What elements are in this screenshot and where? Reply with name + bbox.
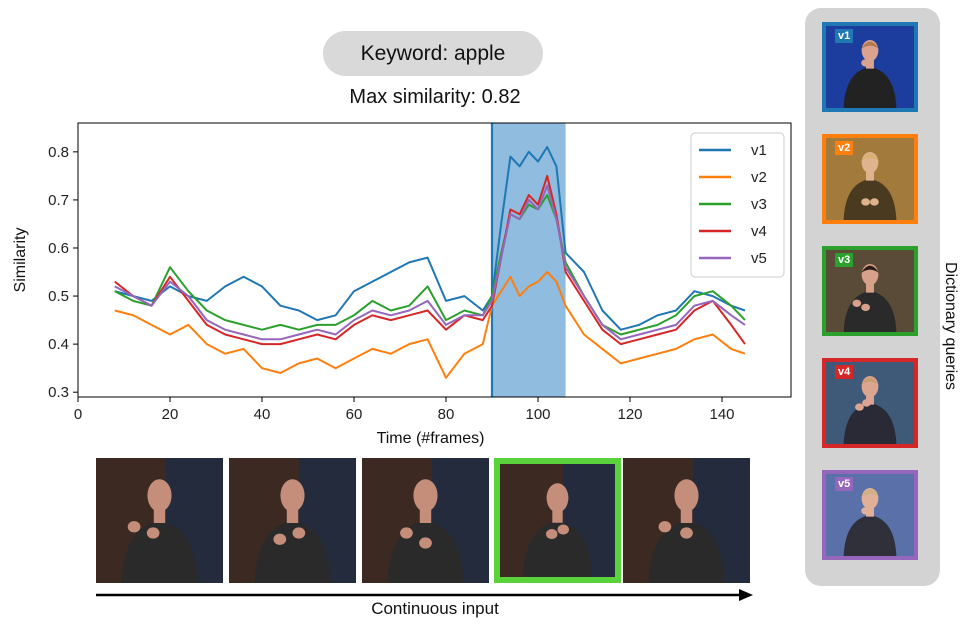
y-tick-label: 0.3 xyxy=(48,384,69,401)
timeline-arrow xyxy=(96,586,756,609)
highlight-band xyxy=(492,123,566,397)
dictionary-query-v1: v1 xyxy=(822,22,918,112)
y-tick-label: 0.5 xyxy=(48,288,69,305)
query-tag-v2: v2 xyxy=(835,141,854,155)
input-frame xyxy=(229,458,356,583)
query-signer-thumbnail xyxy=(826,26,914,108)
max-similarity-label: Max similarity: 0.82 xyxy=(349,86,521,108)
dictionary-query-v3: v3 xyxy=(822,246,918,336)
dictionary-query-v4: v4 xyxy=(822,358,918,448)
signer-thumbnail xyxy=(500,464,615,577)
dictionary-query-v2: v2 xyxy=(822,134,918,224)
legend-label-v5: v5 xyxy=(751,250,767,267)
series-line-v5 xyxy=(114,184,746,341)
dictionary-queries-label: Dictionary queries xyxy=(942,261,959,391)
x-tick-label: 20 xyxy=(162,406,179,423)
similarity-chart: 0 20 40 60 80 100 120 140 0.3 0.4 0.5 0.6 0.7 0.8 Time… xyxy=(12,122,792,447)
legend-box xyxy=(690,132,785,278)
continuous-input-label: Continuous input xyxy=(371,599,499,618)
query-tag-v1: v1 xyxy=(835,29,854,43)
query-tag-v5: v5 xyxy=(835,477,854,491)
x-tick-label: 40 xyxy=(254,406,271,423)
legend-label-v4: v4 xyxy=(751,223,767,240)
x-tick-label: 100 xyxy=(525,406,550,423)
signer-thumbnail xyxy=(96,458,223,583)
dictionary-query-v5: v5 xyxy=(822,470,918,560)
x-tick-label: 0 xyxy=(74,406,82,423)
query-signer-thumbnail xyxy=(826,138,914,220)
query-signer-thumbnail xyxy=(826,362,914,444)
input-frame-selected xyxy=(494,458,621,583)
input-frame xyxy=(362,458,489,583)
plot-frame xyxy=(77,122,792,398)
series-line-v4 xyxy=(114,174,746,346)
y-tick-label: 0.4 xyxy=(48,336,69,353)
y-tick-label: 0.8 xyxy=(48,144,69,161)
series-line-v2 xyxy=(114,271,746,379)
legend-label-v2: v2 xyxy=(751,169,767,186)
input-frame xyxy=(623,458,750,583)
legend-label-v1: v1 xyxy=(751,142,767,159)
signer-thumbnail xyxy=(362,458,489,583)
dictionary-queries-panel: v1 v2 v3 v4 v5 xyxy=(805,8,940,586)
legend-label-v3: v3 xyxy=(751,196,767,213)
y-tick-label: 0.7 xyxy=(48,192,69,209)
signer-thumbnail xyxy=(229,458,356,583)
signer-thumbnail xyxy=(623,458,750,583)
series-line-v1 xyxy=(114,146,746,331)
series-line-v3 xyxy=(114,194,746,336)
query-tag-v3: v3 xyxy=(835,253,854,267)
input-frame xyxy=(96,458,223,583)
x-tick-label: 80 xyxy=(438,406,455,423)
x-axis-label: Time (#frames) xyxy=(377,430,485,447)
keyword-pill: Keyword: apple xyxy=(323,31,543,76)
keyword-label: Keyword: apple xyxy=(360,41,506,65)
x-tick-label: 60 xyxy=(346,406,363,423)
y-axis-label: Similarity xyxy=(12,228,29,293)
x-tick-label: 140 xyxy=(709,406,734,423)
query-tag-v4: v4 xyxy=(835,365,854,379)
x-tick-label: 120 xyxy=(617,406,642,423)
y-tick-label: 0.6 xyxy=(48,240,69,257)
